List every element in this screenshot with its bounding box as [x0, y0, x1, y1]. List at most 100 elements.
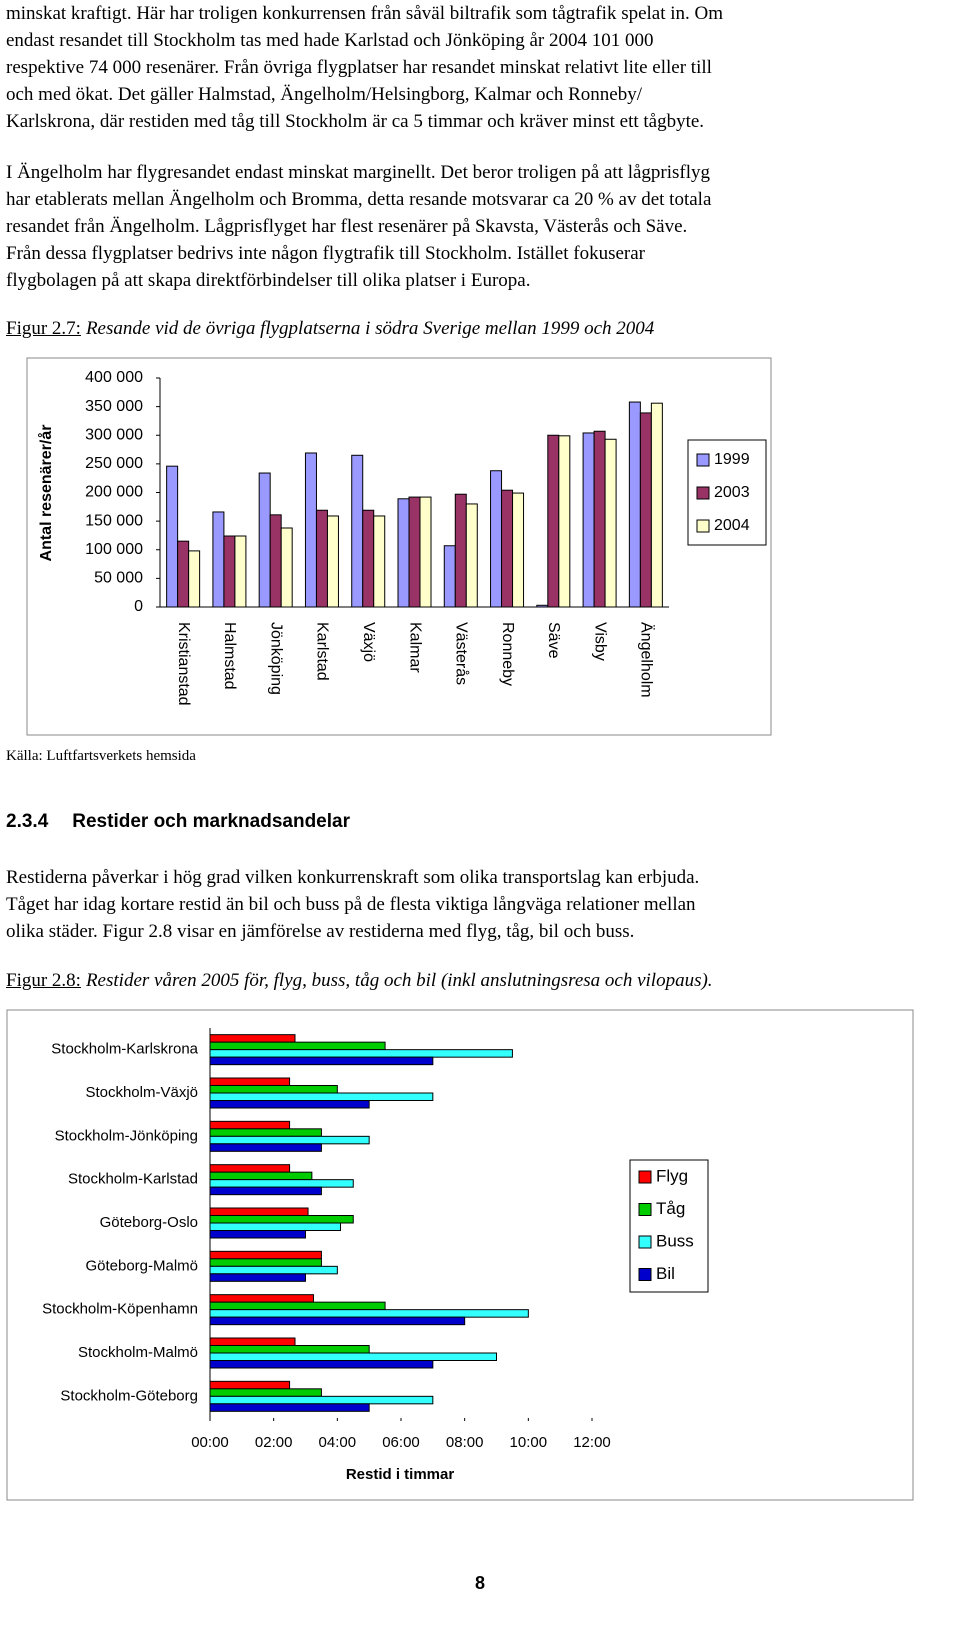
- chart-frame: [6, 1009, 914, 1501]
- caption-text: Resande vid de övriga flygplatserna i sö…: [85, 318, 655, 339]
- bar: [650, 402, 663, 608]
- section-number: 2.3.4: [6, 811, 49, 832]
- bar: [465, 503, 478, 608]
- x-tick-label: Jönköping: [267, 622, 284, 695]
- bar: [209, 1301, 386, 1311]
- bar: [209, 1034, 296, 1043]
- text-line: Karlskrona, där restiden med tåg till St…: [6, 111, 705, 132]
- legend-swatch: [638, 1268, 652, 1281]
- bar: [209, 1179, 354, 1188]
- text-line: endast resandet till Stockholm tas med h…: [6, 30, 654, 51]
- y-tick-label: 200 000: [85, 484, 143, 501]
- x-tick-label: Halmstad: [221, 622, 238, 690]
- y-tick-label: 50 000: [94, 570, 143, 587]
- bar: [209, 1085, 338, 1094]
- bar: [280, 527, 293, 608]
- chart-frame: [26, 357, 772, 736]
- y-tick-label: Stockholm-Malmö: [78, 1344, 198, 1361]
- bar: [209, 1360, 434, 1369]
- bar: [209, 1135, 370, 1145]
- text-line: minskat kraftigt. Här har troligen konku…: [6, 3, 724, 24]
- y-tick-label: Göteborg-Oslo: [100, 1214, 198, 1231]
- page-number: 8: [474, 1573, 485, 1593]
- bar: [209, 1250, 322, 1260]
- y-axis-label: Antal resenärer/år: [37, 425, 55, 562]
- caption-text: Restider våren 2005 för, flyg, buss, tåg…: [85, 970, 713, 991]
- section-heading: 2.3.4 Restider och marknadsandelar: [6, 811, 350, 833]
- figure-caption: Figur 2.8: Restider våren 2005 för, flyg,…: [6, 970, 713, 992]
- legend-label: 1999: [714, 451, 750, 468]
- x-tick-label: 06:00: [382, 1434, 420, 1451]
- x-tick-label: 10:00: [510, 1434, 548, 1451]
- bar: [209, 1164, 291, 1173]
- bar: [604, 438, 617, 608]
- text-line: Restiderna påverkar i hög grad vilken ko…: [6, 867, 700, 888]
- y-tick-label: Stockholm-Karlskrona: [51, 1041, 198, 1058]
- chart: 00:00 02:00 04:00 06:00 08:00 10:00 12:00 Resti…: [6, 1009, 914, 1501]
- bar: [209, 1092, 434, 1101]
- x-tick-label: Ängelholm: [638, 622, 656, 698]
- legend-label: Bil: [656, 1264, 675, 1283]
- bar: [209, 1207, 309, 1216]
- bar: [209, 1230, 306, 1239]
- text-line: olika städer. Figur 2.8 visar en jämföre…: [6, 921, 635, 942]
- y-tick-label: Stockholm-Göteborg: [60, 1387, 198, 1404]
- legend-label: Tåg: [656, 1199, 685, 1218]
- bar: [419, 496, 432, 608]
- bar: [373, 515, 386, 608]
- section-title: Restider och marknadsandelar: [72, 811, 350, 832]
- x-axis-label: Restid i timmar: [346, 1466, 455, 1483]
- bar: [209, 1222, 342, 1231]
- bar: [209, 1100, 370, 1109]
- chart: 0 50 000 100 000 150 000 200 000 250 000 300 0…: [26, 357, 772, 736]
- bar: [209, 1380, 291, 1390]
- x-tick-label: 04:00: [319, 1434, 357, 1451]
- paragraph: Restiderna påverkar i hög grad vilken ko…: [6, 864, 699, 945]
- legend-swatch: [638, 1203, 652, 1216]
- x-tick-label: 02:00: [255, 1434, 293, 1451]
- paragraph: I Ängelholm har flygresandet endast mins…: [6, 159, 711, 294]
- text-line: resandet från Ängelholm. Lågprisflyget h…: [6, 216, 688, 237]
- bar: [209, 1215, 354, 1224]
- x-tick-label: Ronneby: [499, 622, 516, 686]
- figure-caption: Figur 2.7: Resande vid de övriga flygplat…: [6, 318, 654, 340]
- bar: [188, 550, 201, 608]
- legend-label: 2004: [714, 517, 750, 534]
- x-tick-label: Karlstad: [314, 622, 331, 681]
- x-tick-label: 00:00: [191, 1434, 229, 1451]
- bar: [209, 1309, 529, 1318]
- x-tick-label: Visby: [591, 622, 608, 661]
- bar: [209, 1403, 370, 1412]
- y-tick-label: Stockholm-Karlstad: [68, 1171, 198, 1188]
- bar: [209, 1337, 296, 1346]
- y-tick-label: 0: [134, 598, 143, 615]
- x-tick-label: 08:00: [446, 1434, 484, 1451]
- x-tick-label: Västerås: [453, 622, 471, 685]
- y-tick-label: Stockholm-Köpenhamn: [42, 1301, 198, 1318]
- paragraph: minskat kraftigt. Här har troligen konku…: [6, 0, 723, 135]
- y-tick-label: Stockholm-Jönköping: [55, 1127, 198, 1144]
- text-line: Från dessa flygplatser bedrivs inte någo…: [6, 243, 645, 264]
- bar: [166, 465, 179, 608]
- bar: [209, 1345, 370, 1354]
- legend-swatch: [696, 486, 710, 500]
- bar: [209, 1049, 513, 1058]
- text-line: Tåget har idag kortare restid än bil och…: [6, 894, 696, 915]
- bar: [512, 492, 525, 608]
- y-tick-label: Stockholm-Växjö: [85, 1084, 198, 1101]
- legend-label: Flyg: [656, 1166, 688, 1185]
- y-tick-label: 350 000: [85, 398, 143, 415]
- y-tick-label: 250 000: [85, 455, 143, 472]
- legend-label: Buss: [656, 1231, 694, 1250]
- text-line: I Ängelholm har flygresandet endast mins…: [6, 162, 711, 183]
- bar: [209, 1258, 322, 1267]
- bar: [209, 1395, 434, 1405]
- text-line: och med ökat. Det gäller Halmstad, Ängel…: [6, 84, 643, 105]
- y-tick-label: 100 000: [85, 541, 143, 558]
- text-line: flygbolagen på att skapa direktförbindel…: [6, 270, 531, 291]
- x-tick-label: Kristianstad: [175, 622, 192, 706]
- y-tick-label: Göteborg-Malmö: [85, 1257, 198, 1274]
- text-line: respektive 74 000 resenärer. Från övriga…: [6, 57, 712, 78]
- text-line: har etablerats mellan Ängelholm och Brom…: [6, 189, 712, 210]
